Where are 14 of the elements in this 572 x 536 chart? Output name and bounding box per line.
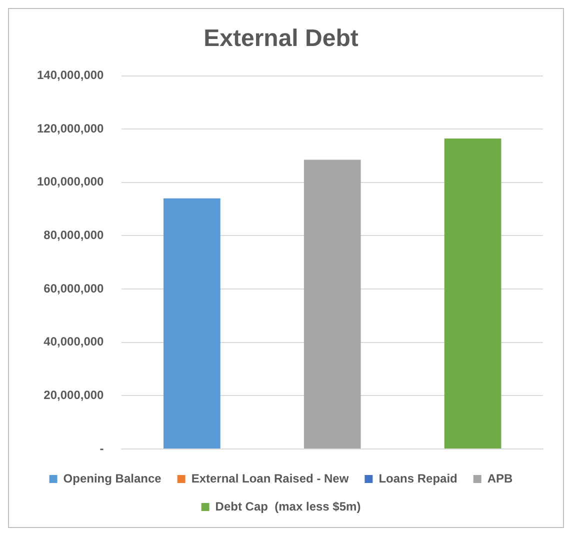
legend-label: Opening Balance [63,471,162,486]
y-tick-label: 80,000,000 [44,228,104,242]
legend-label: APB [487,471,514,486]
legend-label: Debt Cap (max less $5m) [215,499,361,514]
y-tick-label: 120,000,000 [37,121,104,136]
legend-label: External Loan Raised - New [191,471,350,486]
y-tick-label: - [100,441,104,456]
y-tick-label: 140,000,000 [37,68,104,82]
y-tick-label: 100,000,000 [37,174,104,189]
chart-title: External Debt [204,25,358,52]
y-tick-label: 60,000,000 [44,281,104,296]
y-tick-label: 40,000,000 [44,334,104,349]
legend-label: Loans Repaid [378,471,458,486]
y-tick-label: 20,000,000 [44,388,104,402]
